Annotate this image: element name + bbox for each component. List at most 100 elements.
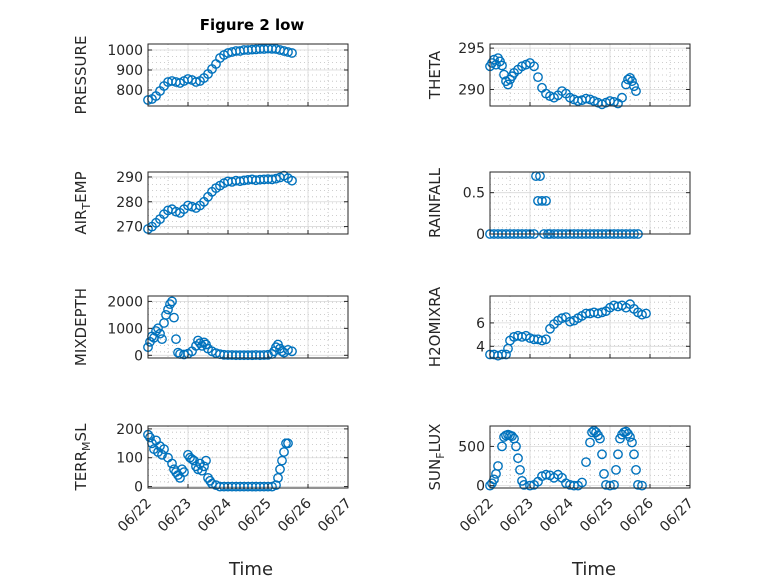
y-tick-label: 280 — [116, 195, 143, 211]
subplot-rainfall: 0 0.5 RAINFALL — [426, 167, 691, 243]
data-point — [637, 480, 647, 491]
y-tick-label: 290 — [116, 170, 143, 186]
data-point — [617, 92, 627, 103]
data-point — [511, 441, 521, 452]
x-tick-label: 06/25 — [577, 496, 617, 536]
series-mixdepth — [143, 296, 297, 361]
y-tick-label: 0 — [134, 348, 143, 364]
x-axis-label-right: Time — [571, 559, 616, 580]
data-point — [167, 296, 177, 307]
y-tick-label: 800 — [116, 83, 143, 99]
y-tick-label: 4 — [476, 339, 485, 355]
series-theta — [485, 53, 641, 110]
data-point — [501, 349, 511, 360]
x-tick-label: 06/24 — [195, 495, 235, 535]
subplot-mixdepth: 0 1000 2000 MIXDEPTH — [72, 288, 349, 366]
data-point — [173, 347, 183, 358]
data-point — [287, 346, 297, 357]
data-point — [279, 447, 289, 457]
y-axis-label: MIXDEPTH — [72, 288, 90, 366]
data-point — [201, 455, 211, 466]
data-point — [537, 195, 547, 206]
y-axis-label: AIRTEMP — [72, 171, 93, 234]
y-tick-label: 295 — [458, 41, 485, 57]
data-point — [287, 48, 297, 58]
subplot-h2omixra: 4 6 H2OMIXRA — [426, 286, 691, 367]
y-tick-label: 1000 — [107, 43, 143, 59]
data-point — [507, 431, 517, 442]
axes-box — [489, 425, 691, 489]
data-point — [167, 458, 177, 469]
data-point — [537, 335, 547, 346]
x-tick-label: 06/24 — [537, 495, 577, 535]
x-tick-label: 06/27 — [315, 496, 355, 536]
data-point — [533, 72, 543, 83]
data-point — [633, 479, 643, 490]
data-point — [155, 328, 165, 339]
data-point — [515, 464, 525, 475]
data-point — [283, 438, 293, 449]
x-tick-label: 06/26 — [617, 495, 657, 535]
data-point — [157, 334, 167, 344]
data-point — [519, 479, 529, 490]
axes-box — [489, 295, 691, 359]
data-point — [497, 349, 507, 360]
data-point — [557, 313, 567, 324]
x-axis-label-left: Time — [228, 559, 273, 580]
axes-box — [489, 43, 691, 107]
data-point — [541, 334, 551, 345]
data-point — [541, 195, 551, 206]
data-point — [577, 477, 587, 488]
y-tick-label: 0.5 — [463, 186, 485, 202]
series-air_temp — [143, 170, 297, 234]
y-axis-label: SUNFLUX — [426, 424, 447, 491]
data-point — [625, 432, 635, 442]
y-tick-label: 900 — [116, 63, 143, 79]
x-tick-label: 06/23 — [155, 496, 195, 536]
data-point — [597, 307, 607, 318]
subplot-terr_msl: 0 100 200 06/22 06/23 06/24 06/25 06/26 06/27 TER… — [72, 422, 355, 535]
y-axis-label: RAINFALL — [426, 167, 444, 238]
data-point — [627, 76, 637, 87]
data-point — [191, 77, 201, 87]
data-point — [595, 433, 605, 444]
y-tick-label: 0 — [476, 479, 485, 495]
data-point — [641, 308, 651, 319]
data-point — [587, 427, 597, 438]
data-point — [157, 449, 167, 460]
subplot-air_temp: 270 280 290 AIRTEMP — [72, 170, 349, 236]
data-point — [171, 334, 181, 344]
y-axis-label: THETA — [426, 50, 444, 100]
data-point — [525, 480, 535, 491]
series-terr_msl — [143, 429, 293, 492]
x-tick-label: 06/26 — [275, 495, 315, 535]
y-tick-label: 0 — [476, 227, 485, 243]
data-point — [177, 464, 187, 475]
data-point — [529, 61, 539, 72]
data-point — [629, 81, 639, 92]
x-tick-label: 06/23 — [497, 496, 537, 536]
grid — [489, 172, 691, 235]
x-tick-label: 06/22 — [457, 496, 497, 536]
y-tick-label: 0 — [134, 480, 143, 496]
data-point — [629, 449, 639, 460]
data-point — [153, 323, 163, 334]
data-point — [195, 338, 205, 349]
axes-box — [147, 43, 349, 107]
data-point — [179, 467, 189, 477]
data-point — [637, 309, 647, 320]
grid — [147, 44, 349, 106]
y-axis-label: H2OMIXRA — [426, 286, 444, 367]
y-tick-label: 6 — [476, 316, 485, 332]
data-point — [163, 304, 173, 315]
series-rainfall — [485, 171, 643, 239]
axes-box — [489, 171, 691, 235]
data-point — [581, 457, 591, 467]
data-point — [513, 453, 523, 464]
data-point — [631, 86, 641, 97]
data-point — [159, 318, 169, 328]
series-pressure — [143, 43, 297, 105]
data-point — [187, 454, 197, 465]
